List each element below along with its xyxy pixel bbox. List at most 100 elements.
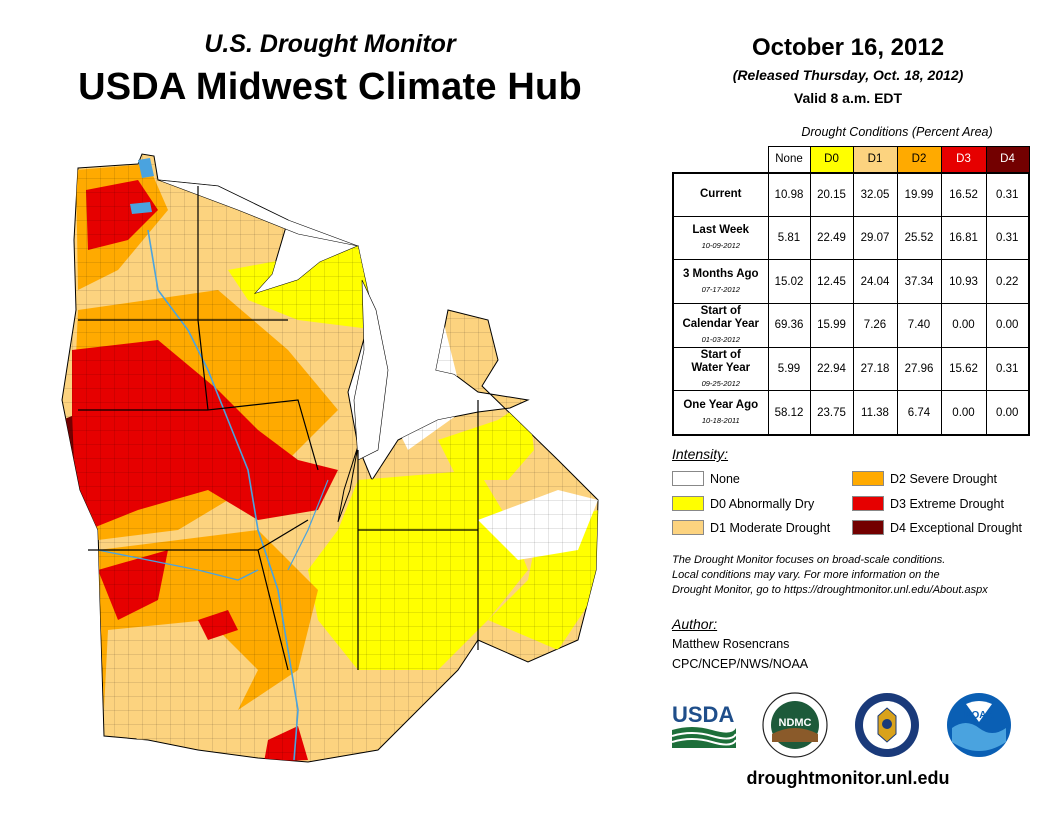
cell-d3: 16.52 — [940, 171, 987, 217]
col-header-d1: D1 — [852, 146, 898, 173]
author-label: Author: — [672, 616, 718, 632]
legend-title: Intensity: — [672, 446, 729, 462]
author-org: CPC/NCEP/NWS/NOAA — [672, 657, 809, 671]
row-label: Start of Water Year 09-25-2012 — [672, 346, 769, 392]
ndmc-logo-text: NDMC — [779, 717, 812, 729]
legend-swatch — [852, 496, 884, 511]
cell-d3: 16.81 — [940, 215, 987, 261]
lake-michigan — [353, 279, 389, 461]
valid-time: Valid 8 a.m. EDT — [793, 90, 903, 106]
cell-none: 58.12 — [767, 390, 811, 436]
author-name: Matthew Rosencrans — [672, 637, 790, 651]
cell-d3: 10.93 — [940, 259, 987, 305]
cell-d2: 37.34 — [896, 259, 942, 305]
cell-d0: 23.75 — [809, 390, 854, 436]
cell-d1: 27.18 — [852, 346, 898, 392]
legend-label: D3 Extreme Drought — [890, 496, 1004, 511]
table-row: Current 10.98 20.15 32.05 19.99 16.52 0.… — [672, 171, 1030, 217]
noaa-logo: NOAA — [947, 693, 1011, 757]
noaa-logo-text: NOAA — [964, 710, 993, 721]
footnote-line: Local conditions may vary. For more info… — [672, 569, 940, 581]
footer-url[interactable]: droughtmonitor.unl.edu — [746, 768, 950, 788]
row-label: One Year Ago 10-18-2011 — [672, 390, 769, 436]
col-header-d3: D3 — [940, 146, 987, 173]
commerce-seal-icon — [855, 693, 919, 757]
legend-label: D2 Severe Drought — [890, 471, 998, 486]
report-date: October 16, 2012 — [751, 34, 945, 61]
cell-d1: 32.05 — [852, 171, 898, 217]
row-date: 01-03-2012 — [701, 334, 740, 344]
cell-d4: 0.31 — [985, 346, 1030, 392]
cell-d2: 25.52 — [896, 215, 942, 261]
cell-d0: 12.45 — [809, 259, 854, 305]
cell-d0: 22.94 — [809, 346, 854, 392]
col-header-d4: D4 — [985, 146, 1030, 173]
row-label: Start of Calendar Year 01-03-2012 — [672, 303, 769, 348]
legend-swatch — [672, 520, 704, 535]
lake-of-the-woods — [138, 158, 154, 178]
footnote-line: Drought Monitor, go to https://droughtmo… — [672, 584, 988, 596]
drought-map — [58, 150, 610, 772]
footnote-line: The Drought Monitor focuses on broad-sca… — [672, 554, 946, 566]
cell-none: 10.98 — [767, 171, 811, 217]
cell-d4: 0.00 — [985, 303, 1030, 348]
legend-label: None — [710, 471, 740, 486]
missouri-river — [97, 549, 259, 581]
legend-item-d2: D2 Severe Drought — [852, 471, 997, 486]
row-label: Last Week 10-09-2012 — [672, 215, 769, 261]
table-row: One Year Ago 10-18-2011 58.12 23.75 11.38… — [672, 390, 1030, 436]
table-row: Start of Calendar Year 01-03-2012 69.36 15… — [672, 303, 1030, 348]
row-date: 10-18-2011 — [701, 415, 740, 425]
cell-none: 69.36 — [767, 303, 811, 348]
legend-item-d4: D4 Exceptional Drought — [852, 520, 1022, 535]
legend-swatch — [672, 471, 704, 486]
conditions-caption: Drought Conditions (Percent Area) — [801, 125, 993, 139]
legend-swatch — [852, 471, 884, 486]
cell-d0: 15.99 — [809, 303, 854, 348]
usda-logo: USDA — [672, 702, 736, 748]
col-header-none: None — [767, 146, 811, 173]
legend-item-d0: D0 Abnormally Dry — [672, 496, 814, 511]
legend-label: D4 Exceptional Drought — [890, 520, 1023, 535]
illinois-river — [287, 479, 329, 571]
mississippi-river — [147, 229, 299, 761]
table-row: Last Week 10-09-2012 5.81 22.49 29.07 25.… — [672, 215, 1030, 261]
cell-d3: 0.00 — [940, 303, 987, 348]
legend-label: D0 Abnormally Dry — [710, 496, 815, 511]
cell-d4: 0.22 — [985, 259, 1030, 305]
cell-d2: 27.96 — [896, 346, 942, 392]
red-lake — [130, 202, 152, 214]
row-date: 09-25-2012 — [701, 378, 740, 388]
conditions-table: None D0 D1 D2 D3 D4 Current 10.98 20.15 … — [672, 146, 1030, 436]
cell-d2: 6.74 — [896, 390, 942, 436]
table-row: Start of Water Year 09-25-2012 5.99 22.94 … — [672, 346, 1030, 392]
table-corner — [673, 147, 768, 173]
lake-superior — [157, 179, 359, 247]
table-row: 3 Months Ago 07-17-2012 15.02 12.45 24.04… — [672, 259, 1030, 305]
cell-d1: 24.04 — [852, 259, 898, 305]
row-label: 3 Months Ago 07-17-2012 — [672, 259, 769, 305]
cell-d2: 19.99 — [896, 171, 942, 217]
ndmc-logo: NDMC — [762, 692, 828, 758]
row-date: 10-09-2012 — [701, 241, 740, 251]
row-label: Current — [672, 171, 769, 217]
cell-d1: 29.07 — [852, 215, 898, 261]
cell-d3: 0.00 — [940, 390, 987, 436]
legend-swatch — [852, 520, 884, 535]
cell-d1: 11.38 — [852, 390, 898, 436]
map-title: USDA Midwest Climate Hub — [78, 66, 582, 108]
cell-none: 15.02 — [767, 259, 811, 305]
drought-map-svg — [61, 153, 599, 763]
legend-item-d3: D3 Extreme Drought — [852, 496, 1004, 511]
legend-label: D1 Moderate Drought — [710, 520, 831, 535]
footnote: The Drought Monitor focuses on broad-sca… — [672, 553, 1042, 598]
cell-d3: 15.62 — [940, 346, 987, 392]
cell-d4: 0.00 — [985, 390, 1030, 436]
state-boundaries — [78, 186, 479, 671]
cell-d2: 7.40 — [896, 303, 942, 348]
cell-d0: 20.15 — [809, 171, 854, 217]
legend-item-d1: D1 Moderate Drought — [672, 520, 830, 535]
cell-none: 5.81 — [767, 215, 811, 261]
cell-d4: 0.31 — [985, 171, 1030, 217]
county-grid — [62, 154, 598, 762]
